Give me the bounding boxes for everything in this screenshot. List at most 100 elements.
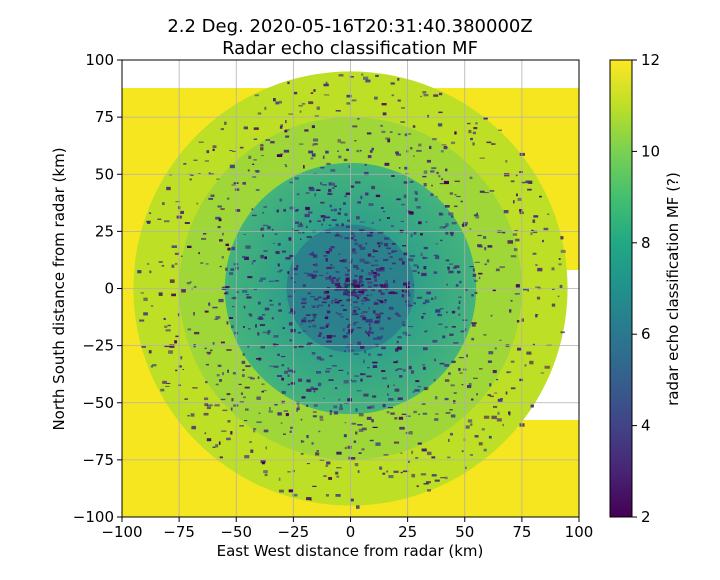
- speckle: [242, 353, 245, 356]
- speckle: [366, 331, 369, 335]
- speckle: [376, 299, 380, 301]
- speckle: [224, 121, 227, 125]
- speckle: [449, 333, 454, 336]
- speckle: [264, 307, 270, 311]
- speckle: [505, 160, 508, 163]
- speckle: [477, 234, 482, 237]
- speckle: [410, 147, 413, 150]
- speckle: [332, 335, 337, 338]
- speckle: [222, 409, 228, 412]
- speckle: [423, 347, 428, 351]
- speckle: [269, 365, 274, 367]
- speckle: [194, 331, 200, 335]
- speckle: [394, 417, 398, 420]
- speckle: [310, 92, 314, 94]
- speckle: [235, 209, 241, 212]
- speckle: [299, 222, 303, 226]
- speckle: [386, 411, 390, 414]
- speckle: [328, 248, 333, 252]
- speckle: [366, 132, 372, 135]
- speckle: [348, 324, 352, 326]
- speckle: [247, 345, 250, 348]
- speckle: [450, 432, 453, 436]
- speckle: [261, 155, 265, 157]
- speckle: [479, 157, 485, 159]
- speckle: [289, 339, 292, 342]
- speckle: [401, 289, 404, 292]
- speckle: [226, 437, 231, 441]
- speckle: [181, 255, 183, 257]
- speckle: [438, 92, 443, 96]
- speckle: [349, 282, 354, 284]
- speckle: [227, 369, 229, 373]
- speckle: [363, 297, 368, 300]
- speckle: [457, 306, 460, 310]
- speckle: [369, 231, 374, 234]
- speckle: [212, 148, 215, 151]
- speckle: [530, 404, 534, 408]
- speckle: [354, 275, 358, 277]
- speckle: [458, 357, 464, 359]
- speckle: [413, 231, 417, 235]
- speckle: [189, 281, 192, 283]
- speckle: [358, 290, 365, 294]
- speckle: [277, 412, 282, 416]
- speckle: [466, 354, 468, 358]
- speckle: [311, 305, 316, 307]
- speckle: [369, 262, 372, 264]
- speckle: [425, 330, 428, 332]
- speckle: [337, 313, 342, 316]
- speckle: [365, 299, 370, 301]
- speckle: [285, 120, 287, 124]
- speckle: [446, 311, 448, 314]
- speckle: [307, 320, 312, 323]
- speckle: [377, 314, 381, 318]
- speckle: [315, 452, 320, 456]
- speckle: [430, 170, 435, 173]
- speckle: [540, 372, 545, 374]
- speckle: [312, 319, 315, 322]
- speckle: [517, 347, 522, 351]
- speckle: [306, 404, 309, 407]
- speckle: [277, 263, 280, 267]
- speckle: [258, 316, 263, 319]
- speckle: [337, 212, 341, 215]
- speckle: [492, 370, 497, 374]
- speckle: [409, 255, 416, 257]
- speckle: [441, 178, 444, 181]
- speckle: [364, 163, 367, 166]
- speckle: [423, 170, 428, 174]
- speckle: [500, 398, 503, 400]
- speckle: [360, 195, 363, 200]
- speckle: [294, 209, 299, 212]
- speckle: [517, 197, 522, 201]
- speckle: [515, 238, 520, 242]
- speckle: [252, 260, 256, 262]
- speckle: [258, 317, 264, 320]
- speckle: [358, 277, 363, 280]
- speckle: [201, 237, 207, 240]
- speckle: [326, 368, 332, 370]
- speckle: [388, 407, 393, 409]
- speckle: [398, 258, 403, 261]
- speckle: [305, 206, 310, 211]
- speckle: [219, 239, 223, 242]
- speckle: [210, 194, 215, 197]
- speckle: [198, 252, 200, 255]
- speckle: [400, 452, 403, 454]
- speckle: [288, 237, 292, 241]
- speckle: [342, 328, 345, 332]
- speckle: [204, 347, 207, 350]
- speckle: [366, 278, 371, 280]
- speckle: [268, 280, 274, 282]
- speckle: [443, 145, 448, 150]
- speckle: [329, 410, 332, 413]
- speckle: [235, 189, 239, 191]
- speckle: [479, 190, 485, 193]
- speckle: [346, 274, 349, 276]
- speckle: [342, 335, 348, 338]
- speckle: [305, 314, 311, 316]
- speckle: [451, 310, 456, 314]
- speckle: [330, 300, 334, 304]
- speckle: [298, 378, 303, 382]
